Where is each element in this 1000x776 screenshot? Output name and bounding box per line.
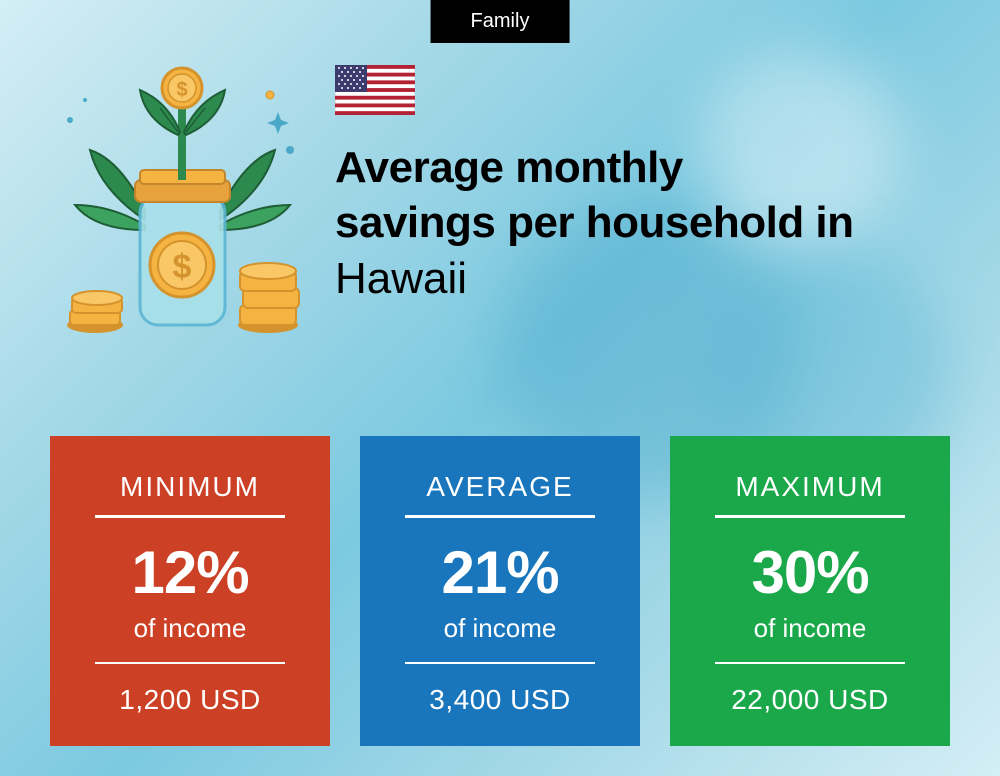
card-maximum: MAXIMUM 30% of income 22,000 USD <box>670 436 950 746</box>
svg-text:$: $ <box>176 79 187 101</box>
card-amount: 22,000 USD <box>700 684 920 716</box>
headline-line1: Average monthly <box>335 140 955 195</box>
card-label: MINIMUM <box>80 471 300 503</box>
divider <box>95 662 285 665</box>
divider <box>405 662 595 665</box>
headline-region: Hawaii <box>335 250 955 307</box>
divider <box>715 515 905 518</box>
category-badge: Family <box>431 0 570 43</box>
card-subtext: of income <box>80 613 300 644</box>
divider <box>405 515 595 518</box>
card-average: AVERAGE 21% of income 3,400 USD <box>360 436 640 746</box>
svg-text:$: $ <box>173 248 192 286</box>
card-percent: 21% <box>390 538 610 607</box>
card-subtext: of income <box>390 613 610 644</box>
card-percent: 12% <box>80 538 300 607</box>
headline: Average monthly savings per household in… <box>335 140 955 307</box>
card-subtext: of income <box>700 613 920 644</box>
flag-icon <box>335 65 415 115</box>
headline-line2: savings per household in <box>335 195 955 250</box>
card-amount: 1,200 USD <box>80 684 300 716</box>
card-minimum: MINIMUM 12% of income 1,200 USD <box>50 436 330 746</box>
divider <box>95 515 285 518</box>
card-label: MAXIMUM <box>700 471 920 503</box>
cards-container: MINIMUM 12% of income 1,200 USD AVERAGE … <box>50 436 950 746</box>
card-percent: 30% <box>700 538 920 607</box>
card-amount: 3,400 USD <box>390 684 610 716</box>
divider <box>715 662 905 665</box>
card-label: AVERAGE <box>390 471 610 503</box>
savings-illustration: $ $ <box>50 60 310 340</box>
